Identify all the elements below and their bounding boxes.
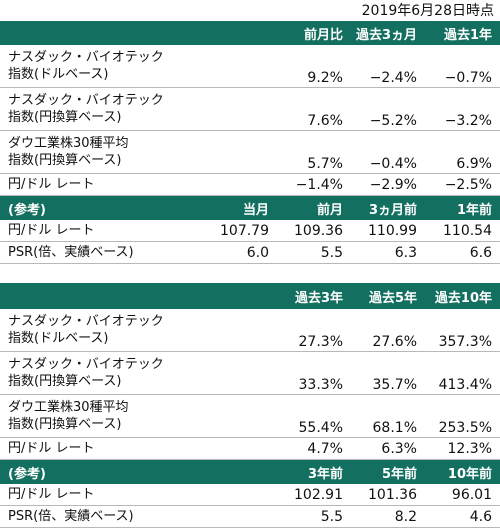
table-cell: 68.1%: [351, 394, 425, 438]
row-label-line1: ダウ工業株30種平均: [8, 136, 129, 151]
table-cell: 107.79: [203, 220, 277, 242]
table-cell: 6.0: [203, 241, 277, 264]
table2-header-blank: [0, 283, 277, 309]
row-label: 円/ドル レート: [0, 173, 277, 196]
table-cell: 357.3%: [425, 309, 500, 352]
row-label: 円/ドル レート: [0, 437, 277, 460]
table-cell: 6.6: [425, 241, 500, 264]
table-row: 円/ドル レート 102.91 101.36 96.01: [0, 484, 500, 506]
row-label-line2: 指数(円換算ベース): [8, 417, 122, 432]
ref-header-col1: 当月: [203, 195, 277, 220]
row-label: ナスダック・バイオテック 指数(ドルベース): [0, 45, 277, 88]
table-cell: 110.54: [425, 220, 500, 242]
ref-header-col3: 3ヵ月前: [351, 195, 425, 220]
table1-header-blank: [0, 21, 277, 45]
table-cell: −0.7%: [425, 45, 500, 88]
table-cell: 4.6: [425, 505, 500, 528]
table-cell: 5.7%: [277, 130, 351, 174]
row-label-line2: 指数(円換算ベース): [8, 153, 122, 168]
reference-label: (参考): [0, 195, 203, 220]
ref-header-col2: 5年前: [351, 459, 425, 484]
row-label-line2: 指数(円換算ベース): [8, 110, 122, 125]
long-term-performance-table: 過去3年 過去5年 過去10年 ナスダック・バイオテック 指数(ドルベース) 2…: [0, 283, 500, 528]
table-cell: 102.91: [277, 484, 351, 506]
table-cell: −0.4%: [351, 130, 425, 174]
row-label-line1: ナスダック・バイオテック: [8, 50, 164, 65]
table-row: ナスダック・バイオテック 指数(ドルベース) 27.3% 27.6% 357.3…: [0, 309, 500, 352]
row-label: ナスダック・バイオテック 指数(ドルベース): [0, 309, 277, 352]
table-cell: 7.6%: [277, 87, 351, 131]
table-cell: 6.3%: [351, 437, 425, 460]
table2-header-col3: 過去10年: [425, 283, 500, 309]
table-cell: 109.36: [277, 220, 351, 242]
table-cell: −2.4%: [351, 45, 425, 88]
row-label: PSR(倍、実績ベース): [0, 241, 203, 264]
table-row: ナスダック・バイオテック 指数(円換算ベース) 7.6% −5.2% −3.2%: [0, 87, 500, 131]
as-of-date: 2019年6月28日時点: [361, 3, 494, 19]
row-label-line1: ナスダック・バイオテック: [8, 314, 164, 329]
row-label: ダウ工業株30種平均 指数(円換算ベース): [0, 130, 277, 174]
table-cell: 101.36: [351, 484, 425, 506]
table2-header-row: 過去3年 過去5年 過去10年: [0, 283, 500, 309]
table-cell: 6.9%: [425, 130, 500, 174]
row-label-line2: 指数(ドルベース): [8, 331, 109, 346]
table-row: 円/ドル レート −1.4% −2.9% −2.5%: [0, 173, 500, 196]
table1-header-col3: 過去1年: [425, 21, 500, 45]
row-label-line1: ナスダック・バイオテック: [8, 357, 164, 372]
row-label: ナスダック・バイオテック 指数(円換算ベース): [0, 351, 277, 395]
row-label: PSR(倍、実績ベース): [0, 505, 277, 528]
table-cell: 27.3%: [277, 309, 351, 352]
table-cell: −2.5%: [425, 173, 500, 196]
row-label: 円/ドル レート: [0, 220, 203, 242]
table1-header-col2: 過去3ヵ月: [351, 21, 425, 45]
ref-header-col3: 10年前: [425, 459, 500, 484]
short-term-performance-table: 前月比 過去3ヵ月 過去1年 ナスダック・バイオテック 指数(ドルベース) 9.…: [0, 21, 500, 264]
table2-reference-header-row: (参考) 3年前 5年前 10年前: [0, 459, 500, 484]
row-label-line2: 指数(ドルベース): [8, 67, 109, 82]
ref-header-col1: 3年前: [277, 459, 351, 484]
table-row: PSR(倍、実績ベース) 6.0 5.5 6.3 6.6: [0, 241, 500, 264]
table-row: PSR(倍、実績ベース) 5.5 8.2 4.6: [0, 505, 500, 528]
row-label-line1: ナスダック・バイオテック: [8, 93, 164, 108]
ref-header-col4: 1年前: [425, 195, 500, 220]
row-label: ダウ工業株30種平均 指数(円換算ベース): [0, 394, 277, 438]
table-cell: 8.2: [351, 505, 425, 528]
table1-reference-header-row: (参考) 当月 前月 3ヵ月前 1年前: [0, 195, 500, 220]
row-label: ナスダック・バイオテック 指数(円換算ベース): [0, 87, 277, 131]
table-cell: −2.9%: [351, 173, 425, 196]
table-cell: 35.7%: [351, 351, 425, 395]
table-row: ナスダック・バイオテック 指数(円換算ベース) 33.3% 35.7% 413.…: [0, 351, 500, 395]
table2-header-col2: 過去5年: [351, 283, 425, 309]
table-cell: 4.7%: [277, 437, 351, 460]
table-cell: 253.5%: [425, 394, 500, 438]
row-label: 円/ドル レート: [0, 484, 277, 506]
table-cell: 5.5: [277, 241, 351, 264]
row-label-line2: 指数(円換算ベース): [8, 374, 122, 389]
table-row: ダウ工業株30種平均 指数(円換算ベース) 55.4% 68.1% 253.5%: [0, 394, 500, 438]
row-label-line1: ダウ工業株30種平均: [8, 400, 129, 415]
table-cell: −3.2%: [425, 87, 500, 131]
table1-header-row: 前月比 過去3ヵ月 過去1年: [0, 21, 500, 45]
table-cell: 12.3%: [425, 437, 500, 460]
table-row: 円/ドル レート 107.79 109.36 110.99 110.54: [0, 220, 500, 242]
table-cell: 55.4%: [277, 394, 351, 438]
table-cell: 413.4%: [425, 351, 500, 395]
table-cell: 96.01: [425, 484, 500, 506]
table-cell: −1.4%: [277, 173, 351, 196]
table-row: 円/ドル レート 4.7% 6.3% 12.3%: [0, 437, 500, 460]
table-cell: 5.5: [277, 505, 351, 528]
table-cell: 27.6%: [351, 309, 425, 352]
reference-label: (参考): [0, 459, 277, 484]
ref-header-col2: 前月: [277, 195, 351, 220]
table2-header-col1: 過去3年: [277, 283, 351, 309]
table-cell: 110.99: [351, 220, 425, 242]
table-row: ナスダック・バイオテック 指数(ドルベース) 9.2% −2.4% −0.7%: [0, 45, 500, 88]
table-row: ダウ工業株30種平均 指数(円換算ベース) 5.7% −0.4% 6.9%: [0, 130, 500, 174]
table-cell: 9.2%: [277, 45, 351, 88]
table1-header-col1: 前月比: [277, 21, 351, 45]
table-cell: 33.3%: [277, 351, 351, 395]
table-cell: 6.3: [351, 241, 425, 264]
table-cell: −5.2%: [351, 87, 425, 131]
